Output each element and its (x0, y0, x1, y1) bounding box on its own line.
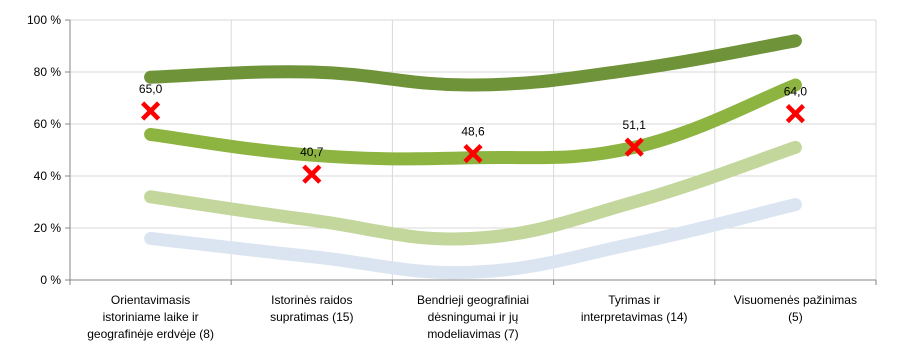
y-tick-label: 100 % (27, 13, 61, 27)
score-markers (141, 101, 805, 184)
x-axis-labels: Orientavimasis istoriniame laike ir geogra… (87, 293, 857, 341)
x-category-label-line: Bendrieji geografiniai (417, 293, 529, 307)
x-marker-stroke (624, 137, 644, 157)
x-category-label: Tyrimas ir interpretavimas (14) (581, 293, 688, 324)
x-marker (302, 164, 322, 184)
x-category-label-line: (5) (788, 310, 803, 324)
x-category-label-line: Visuomenės pažinimas (734, 293, 857, 307)
x-category-label-line: Tyrimas ir (608, 293, 660, 307)
x-category-label-line: geografinėje erdvėje (8) (87, 327, 214, 341)
x-category-label-line: Istorinės raidos (271, 293, 352, 307)
x-category-label-line: supratimas (15) (270, 310, 353, 324)
y-tick-label: 60 % (34, 117, 62, 131)
x-category-label-line: Orientavimasis (111, 293, 190, 307)
data-label: 64,0 (784, 85, 808, 99)
data-label: 48,6 (461, 125, 485, 139)
series-line-3 (144, 78, 802, 166)
x-marker (624, 137, 644, 157)
series-line-1 (144, 198, 802, 280)
axes (65, 19, 877, 285)
y-tick-label: 0 % (40, 273, 61, 287)
x-marker-stroke (463, 144, 483, 164)
data-label: 40,7 (300, 145, 324, 159)
x-category-label-line: istoriniame laike ir (103, 310, 199, 324)
x-category-label-line: interpretavimas (14) (581, 310, 688, 324)
data-labels: 65,0 40,7 48,6 51,1 64,0 (139, 82, 807, 159)
x-marker-stroke (785, 104, 805, 124)
y-tick-label: 20 % (34, 221, 62, 235)
x-marker (785, 104, 805, 124)
x-category-label: Istorinės raidos supratimas (15) (270, 293, 353, 324)
x-category-label-line: dėsningumai ir jų (428, 310, 519, 324)
x-category-label: Visuomenės pažinimas (5) (734, 293, 857, 324)
y-axis-ticks: 0 % 20 % 40 % 60 % 80 % 100 % (27, 13, 61, 287)
x-category-label: Orientavimasis istoriniame laike ir geogra… (87, 293, 214, 341)
data-label: 51,1 (623, 118, 647, 132)
series-line-4 (144, 34, 802, 92)
series-lines (144, 34, 802, 280)
x-marker (463, 144, 483, 164)
x-marker-stroke (141, 101, 161, 121)
y-tick-label: 80 % (34, 65, 62, 79)
x-category-label-line: modeliavimas (7) (427, 327, 518, 341)
x-marker (141, 101, 161, 121)
series-line-2 (144, 140, 802, 246)
x-marker-stroke (302, 164, 322, 184)
y-tick-label: 40 % (34, 169, 62, 183)
data-label: 65,0 (139, 82, 163, 96)
x-category-label: Bendrieji geografiniai dėsningumai ir jų m… (417, 293, 529, 341)
